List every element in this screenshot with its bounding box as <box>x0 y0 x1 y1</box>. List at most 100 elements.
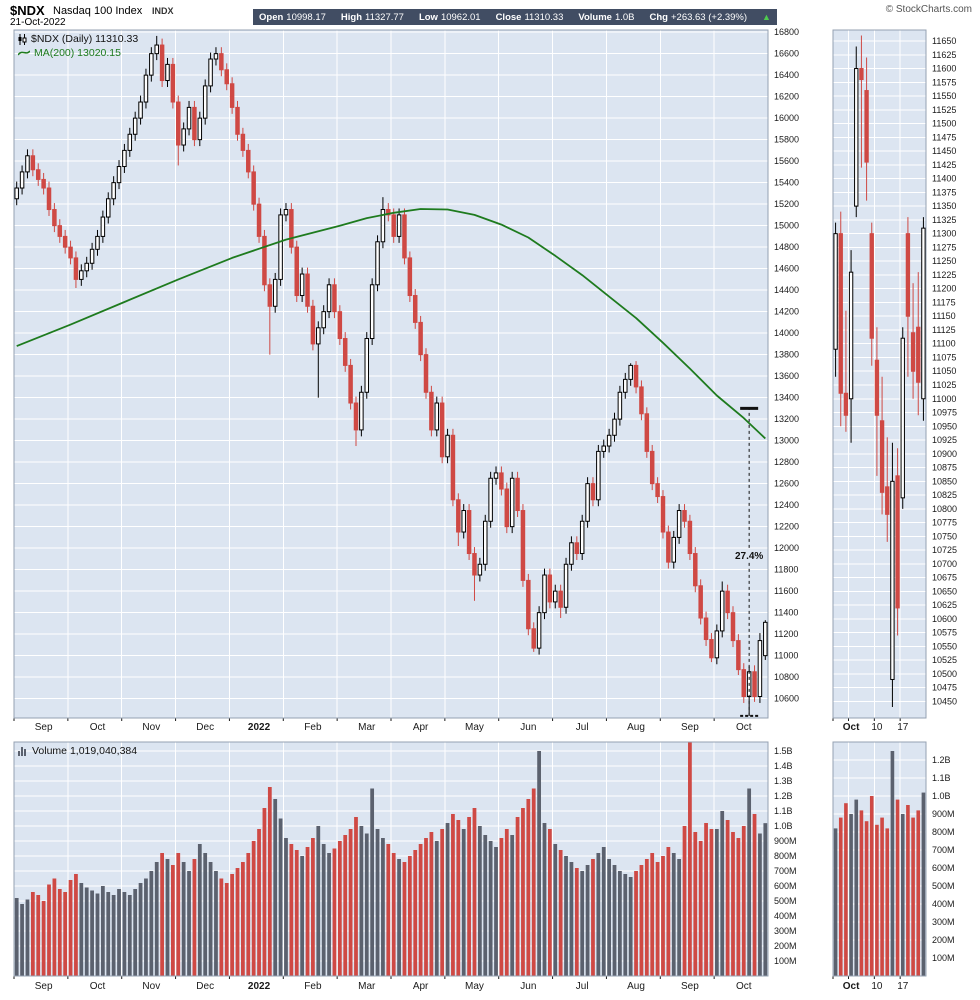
svg-text:14600: 14600 <box>774 264 799 274</box>
svg-text:11425: 11425 <box>932 160 956 170</box>
exchange-label: INDX <box>152 6 174 16</box>
svg-text:700M: 700M <box>932 845 955 855</box>
quote-close-value: 11310.33 <box>524 11 564 23</box>
svg-text:14000: 14000 <box>774 328 799 338</box>
svg-text:600M: 600M <box>932 863 955 873</box>
measure-annotation: 27.4% <box>732 406 767 717</box>
svg-text:11475: 11475 <box>932 132 956 142</box>
zoom-price-panel: 10450 10475 10500 10525 10550 10575 10600 10625… <box>832 29 957 733</box>
svg-text:10775: 10775 <box>932 518 957 528</box>
svg-text:11600: 11600 <box>774 586 798 596</box>
svg-text:1.1B: 1.1B <box>932 773 951 783</box>
svg-text:Dec: Dec <box>196 722 214 733</box>
candlestick-icon <box>18 33 27 45</box>
svg-text:400M: 400M <box>932 899 955 909</box>
main-volume-panel-bars <box>14 742 768 976</box>
svg-text:500M: 500M <box>774 896 797 906</box>
svg-text:11625: 11625 <box>932 50 956 60</box>
svg-text:11150: 11150 <box>932 311 956 321</box>
svg-text:11600: 11600 <box>932 64 956 74</box>
svg-text:11125: 11125 <box>932 325 956 335</box>
svg-text:11300: 11300 <box>932 229 956 239</box>
svg-text:11025: 11025 <box>932 380 956 390</box>
svg-text:11200: 11200 <box>774 629 798 639</box>
svg-text:700M: 700M <box>774 866 797 876</box>
main-volume-panel: 100M 200M 300M 400M 500M 600M 700M 800M 900M 1.0B… <box>13 741 797 992</box>
svg-text:11400: 11400 <box>932 174 956 184</box>
svg-text:15800: 15800 <box>774 135 799 145</box>
svg-text:Oct: Oct <box>90 722 106 733</box>
svg-text:11000: 11000 <box>774 651 798 661</box>
svg-text:15200: 15200 <box>774 199 799 209</box>
zoom-volume-panel-bars <box>833 751 926 976</box>
annotation-label: 27.4% <box>735 551 763 562</box>
svg-text:Oct: Oct <box>843 981 860 992</box>
zoom-volume-panel: 100M 200M 300M 400M 500M 600M 700M 800M 900M 1.0B… <box>832 741 955 992</box>
svg-text:Dec: Dec <box>196 981 214 992</box>
chart-date: 21-Oct-2022 <box>10 17 66 28</box>
svg-text:11800: 11800 <box>774 565 798 575</box>
quote-close-label: Close <box>495 11 522 23</box>
volume-bars-icon <box>18 747 26 756</box>
svg-text:1.2B: 1.2B <box>932 755 951 765</box>
up-triangle-icon: ▲ <box>762 11 771 22</box>
svg-text:Sep: Sep <box>681 981 699 992</box>
svg-text:200M: 200M <box>774 941 797 951</box>
svg-text:10700: 10700 <box>932 559 957 569</box>
svg-text:15400: 15400 <box>774 178 799 188</box>
svg-text:Feb: Feb <box>304 722 322 733</box>
svg-text:Mar: Mar <box>358 981 376 992</box>
svg-text:14400: 14400 <box>774 285 799 295</box>
svg-text:Sep: Sep <box>35 981 53 992</box>
svg-text:11325: 11325 <box>932 215 956 225</box>
svg-text:10850: 10850 <box>932 476 957 486</box>
svg-text:10900: 10900 <box>932 449 957 459</box>
svg-text:Jun: Jun <box>520 981 536 992</box>
svg-text:17: 17 <box>897 981 909 992</box>
svg-text:12200: 12200 <box>774 522 799 532</box>
quote-open-value: 10998.17 <box>286 11 326 23</box>
svg-text:10625: 10625 <box>932 600 957 610</box>
svg-text:13600: 13600 <box>774 371 799 381</box>
svg-text:16200: 16200 <box>774 92 799 102</box>
svg-text:10450: 10450 <box>932 696 957 706</box>
svg-text:14800: 14800 <box>774 242 799 252</box>
quote-volume-value: 1.0B <box>614 11 635 23</box>
svg-text:Oct: Oct <box>843 722 860 733</box>
ma-legend: MA(200) 13020.15 <box>18 47 121 59</box>
svg-text:Feb: Feb <box>304 981 322 992</box>
main-price-panel-candles <box>14 35 768 716</box>
svg-text:10925: 10925 <box>932 435 957 445</box>
svg-text:11375: 11375 <box>932 187 956 197</box>
svg-text:11550: 11550 <box>932 91 956 101</box>
svg-text:12000: 12000 <box>774 543 799 553</box>
main-price-panel: 10600 10800 11000 11200 11400 11600 11800 12000… <box>13 27 799 733</box>
svg-text:May: May <box>465 981 484 992</box>
quote-high: High 11327.77 <box>341 12 404 23</box>
svg-text:Nov: Nov <box>142 981 160 992</box>
svg-text:1.2B: 1.2B <box>774 791 793 801</box>
svg-text:10650: 10650 <box>932 586 957 596</box>
svg-text:500M: 500M <box>932 881 955 891</box>
svg-text:11650: 11650 <box>932 36 956 46</box>
quote-high-label: High <box>340 11 363 23</box>
quote-close: Close 11310.33 <box>496 12 564 23</box>
svg-text:11175: 11175 <box>932 297 956 307</box>
svg-text:10975: 10975 <box>932 408 957 418</box>
svg-text:11350: 11350 <box>932 201 956 211</box>
svg-text:10875: 10875 <box>932 463 957 473</box>
svg-text:11500: 11500 <box>932 119 956 129</box>
quote-change: Chg +263.63 (+2.39%) <box>650 12 748 23</box>
svg-text:11525: 11525 <box>932 105 956 115</box>
svg-text:Aug: Aug <box>627 981 645 992</box>
copyright-text: © StockCharts.com <box>885 4 972 15</box>
volume-legend-label: Volume 1,019,040,384 <box>32 745 138 757</box>
svg-text:10725: 10725 <box>932 545 957 555</box>
svg-text:16400: 16400 <box>774 70 799 80</box>
svg-text:Oct: Oct <box>90 981 106 992</box>
ma200-line <box>16 208 766 440</box>
svg-text:1.1B: 1.1B <box>774 806 793 816</box>
svg-text:Nov: Nov <box>142 722 160 733</box>
svg-text:10800: 10800 <box>774 672 799 682</box>
